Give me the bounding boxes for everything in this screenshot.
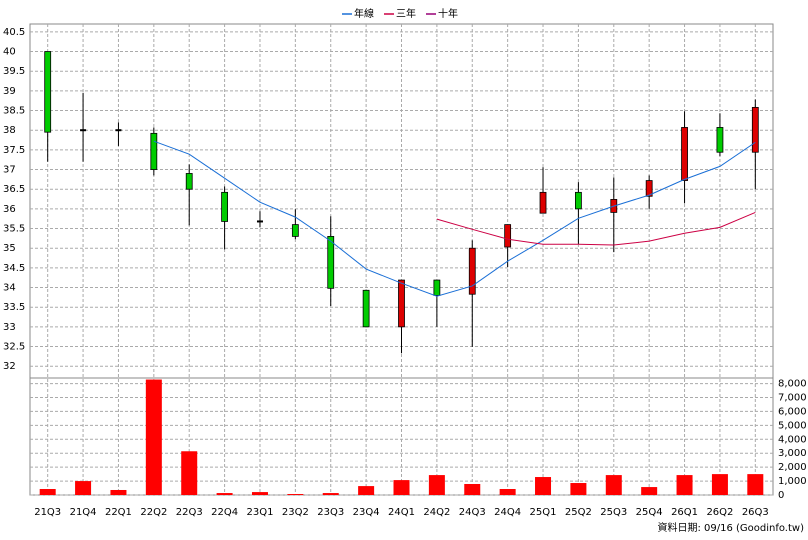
candle-body	[468, 247, 476, 295]
volume-bar	[393, 480, 410, 495]
x-tick-label: 22Q4	[211, 507, 238, 518]
volume-bar	[322, 493, 339, 495]
x-tick-label: 21Q3	[34, 507, 61, 518]
volume-bar	[464, 483, 481, 495]
volume-bar	[75, 481, 92, 495]
x-tick-label: 25Q2	[565, 507, 592, 518]
volume-bar	[358, 486, 375, 495]
candle-body	[504, 224, 512, 248]
candle-body	[716, 127, 724, 153]
y-tick-label: 37.5	[3, 145, 25, 156]
volume-bar	[216, 493, 233, 495]
candle-body	[185, 173, 193, 190]
y-tick-label: 40.5	[3, 27, 25, 38]
x-tick-label: 23Q4	[353, 507, 380, 518]
x-tick-label: 25Q1	[530, 507, 557, 518]
x-tick-label: 21Q4	[70, 507, 97, 518]
line-series	[153, 140, 756, 297]
y2-tick-label: 0	[778, 490, 784, 501]
x-tick-label: 26Q3	[742, 507, 769, 518]
x-tick-label: 23Q3	[317, 507, 344, 518]
x-tick-label: 22Q2	[140, 507, 167, 518]
y2-tick-label: 5,000	[778, 420, 807, 431]
candle-body	[362, 289, 370, 328]
footnote: 資料日期: 09/16 (Goodinfo.tw)	[657, 521, 804, 534]
y-tick-label: 38.5	[3, 106, 25, 117]
volume-bar	[676, 475, 693, 495]
candle-body	[645, 180, 653, 197]
y-tick-label: 33.5	[3, 302, 25, 313]
y-tick-label: 40	[3, 47, 16, 58]
candle-body	[221, 191, 228, 222]
volume-bar	[641, 487, 658, 495]
x-tick-label: 22Q3	[176, 507, 203, 518]
legend-label: 三年	[396, 7, 416, 20]
x-tick-label: 26Q2	[706, 507, 733, 518]
x-tick-label: 24Q4	[494, 507, 521, 518]
y-tick-label: 33	[3, 322, 16, 333]
candle-body	[44, 51, 52, 133]
y-tick-label: 36.5	[3, 184, 25, 195]
x-tick-label: 25Q4	[636, 507, 663, 518]
volume-bar	[287, 494, 304, 495]
x-tick-label: 22Q1	[105, 507, 132, 518]
x-tick-label: 24Q1	[388, 507, 415, 518]
y2-tick-label: 7,000	[778, 393, 807, 404]
volume-bar	[428, 475, 445, 495]
volume-bar	[110, 489, 127, 495]
volume-bar	[181, 451, 198, 495]
x-tick-label: 24Q2	[423, 507, 450, 518]
volume-bar	[570, 483, 587, 495]
y-tick-label: 34	[3, 283, 16, 294]
y-tick-label: 39.5	[3, 66, 25, 77]
candle-body	[291, 224, 299, 237]
y2-tick-label: 3,000	[778, 448, 807, 459]
volume-bar	[711, 474, 728, 495]
y-tick-label: 38	[3, 125, 16, 136]
candle-body	[398, 279, 405, 328]
x-tick-label: 24Q3	[459, 507, 486, 518]
x-tick-label: 25Q3	[600, 507, 627, 518]
candle-body	[681, 127, 688, 181]
legend-label: 年線	[354, 7, 374, 20]
y-tick-label: 35	[3, 243, 16, 254]
y-tick-label: 34.5	[3, 263, 25, 274]
y-tick-label: 32.5	[3, 342, 25, 353]
candle-body	[751, 106, 759, 153]
volume-bar	[499, 489, 516, 495]
y-tick-label: 32	[3, 361, 16, 372]
y2-tick-label: 8,000	[778, 379, 807, 390]
volume-bar	[39, 489, 56, 495]
volume-bar	[605, 475, 622, 495]
candle-body	[575, 191, 582, 210]
y2-tick-label: 2,000	[778, 462, 807, 473]
legend-label: 十年	[438, 7, 458, 20]
y-tick-label: 35.5	[3, 224, 25, 235]
candle-body	[327, 235, 335, 289]
y-tick-label: 37	[3, 165, 16, 176]
candle-body	[539, 191, 547, 214]
candle-body	[433, 279, 441, 296]
candle-body	[150, 132, 158, 170]
y2-tick-label: 6,000	[778, 406, 807, 417]
volume-bar	[535, 477, 552, 495]
volume-bar	[145, 379, 162, 495]
x-tick-label: 23Q2	[282, 507, 309, 518]
y2-tick-label: 1,000	[778, 476, 807, 487]
line-series	[436, 211, 756, 246]
x-tick-label: 26Q1	[671, 507, 698, 518]
y2-tick-label: 4,000	[778, 434, 807, 445]
x-tick-label: 23Q1	[246, 507, 273, 518]
volume-bar	[251, 492, 268, 495]
y-tick-label: 39	[3, 86, 16, 97]
y-tick-label: 36	[3, 204, 16, 215]
volume-bar	[747, 474, 764, 495]
